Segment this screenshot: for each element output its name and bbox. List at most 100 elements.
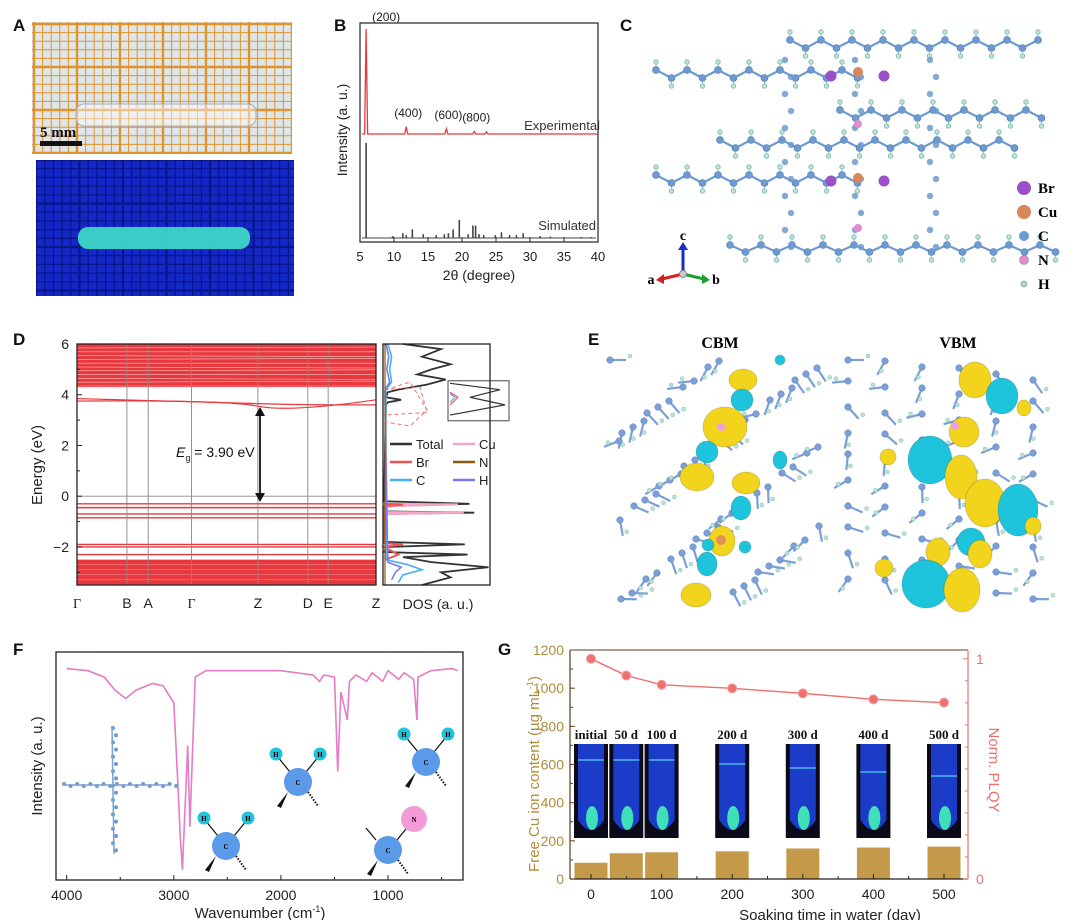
h-atom xyxy=(916,374,921,380)
vial xyxy=(578,744,604,830)
h-atom xyxy=(805,386,811,392)
h-atom xyxy=(849,29,855,35)
h-atom xyxy=(668,188,675,194)
h-atom xyxy=(993,430,999,435)
c-atom xyxy=(766,396,774,404)
h-atom xyxy=(804,257,811,263)
h-atom xyxy=(721,516,726,522)
dos-legend: Total Cu Br N C H xyxy=(390,437,496,488)
c-atom xyxy=(114,762,118,766)
c-atom xyxy=(955,364,963,372)
h-atom xyxy=(810,129,816,135)
legend-label-c: C xyxy=(1038,229,1049,245)
legend-label-total: Total xyxy=(416,437,444,452)
h-atom xyxy=(797,475,802,480)
h-atom xyxy=(730,188,737,194)
arrow-down-icon xyxy=(255,493,265,502)
c-atom xyxy=(653,569,661,577)
h-atom xyxy=(761,83,768,89)
band-gap-annotation: Eg = 3.90 eV xyxy=(176,407,265,502)
c-atom xyxy=(881,430,889,438)
h-atom xyxy=(605,440,611,445)
vial-photo xyxy=(715,744,750,838)
c-atom xyxy=(844,575,852,583)
h-atom xyxy=(661,500,666,506)
c-atom xyxy=(992,469,1000,477)
h-atom xyxy=(944,234,950,240)
legend-swatch-br xyxy=(1017,181,1031,195)
c-atom xyxy=(114,834,118,838)
h-atom xyxy=(1025,579,1030,585)
c-atom xyxy=(813,364,821,372)
h-atom xyxy=(1011,475,1016,480)
h-atom xyxy=(804,446,810,452)
vial xyxy=(648,744,675,830)
dos-chart: Total Cu Br N C H DOS (a. u.) xyxy=(380,343,510,612)
h-atom xyxy=(959,257,966,263)
h-atom xyxy=(1038,123,1045,129)
h-atom xyxy=(241,811,255,825)
x-axis-title: Wavenumber (cm-1) xyxy=(195,904,326,920)
h-atom xyxy=(903,129,909,135)
vbm-title: VBM xyxy=(939,335,976,352)
cu-content-bar xyxy=(609,853,643,879)
h-atom xyxy=(1013,587,1019,592)
h-atom xyxy=(839,164,845,170)
luminescent-crystal xyxy=(939,806,951,830)
h-atom xyxy=(882,234,888,240)
wedge-bond xyxy=(205,856,216,872)
x-tick-label: 25 xyxy=(489,249,503,264)
x-tick-label: 4000 xyxy=(51,887,82,903)
h-atom xyxy=(908,411,913,417)
h-atom xyxy=(899,99,905,105)
h-atom xyxy=(1023,99,1029,105)
h-atom xyxy=(808,59,814,65)
orbital-lobe-positive xyxy=(728,368,758,392)
orbital-lobe-negative xyxy=(985,377,1019,415)
h-atom xyxy=(1011,153,1018,159)
h-atom xyxy=(868,99,874,105)
h-atom xyxy=(988,53,995,59)
panel-label-b: B xyxy=(334,16,347,35)
y-axis-title: Intensity (a. u.) xyxy=(334,84,350,177)
legend-swatch-c xyxy=(1019,231,1029,241)
c-atom xyxy=(643,409,651,417)
c-atom xyxy=(1029,595,1037,603)
c-atom xyxy=(642,575,650,583)
c-atom xyxy=(992,589,1000,597)
legend-label-h: H xyxy=(1038,277,1050,293)
orbital-lobe-positive xyxy=(943,567,981,613)
cu-atom xyxy=(853,173,863,183)
h-atom xyxy=(854,188,861,194)
h-atom xyxy=(854,561,860,567)
left-y-tick-label: 800 xyxy=(541,718,565,734)
c-atom xyxy=(667,555,675,563)
orbital-lobe-positive xyxy=(1024,516,1042,536)
c-atom xyxy=(844,476,852,484)
legend-label-c: C xyxy=(416,473,425,488)
h-atom xyxy=(840,585,845,591)
h-atom xyxy=(777,402,782,408)
h-atom xyxy=(712,368,718,374)
right-y-tick-label: 1 xyxy=(976,651,984,667)
h-atom xyxy=(773,257,780,263)
h-atom xyxy=(677,567,683,573)
h-atom xyxy=(864,53,871,59)
cbm-title: CBM xyxy=(701,335,738,352)
orbital-lobe-negative xyxy=(738,540,752,554)
cbm-band xyxy=(76,399,377,409)
c-atom xyxy=(1029,449,1037,457)
axis-triad: c a b xyxy=(648,229,721,288)
c-atom xyxy=(881,529,889,537)
c-atom xyxy=(881,383,889,391)
element-legend: Br Cu CNH xyxy=(1017,181,1057,293)
c-atom xyxy=(776,556,784,564)
plqy-point xyxy=(656,679,667,690)
c-atom xyxy=(851,192,859,200)
y-tick-label: −2 xyxy=(53,539,69,555)
h-atom xyxy=(897,257,904,263)
h-atom xyxy=(794,453,799,458)
h-atom xyxy=(833,376,839,381)
left-y-tick-label: 1200 xyxy=(533,642,564,658)
